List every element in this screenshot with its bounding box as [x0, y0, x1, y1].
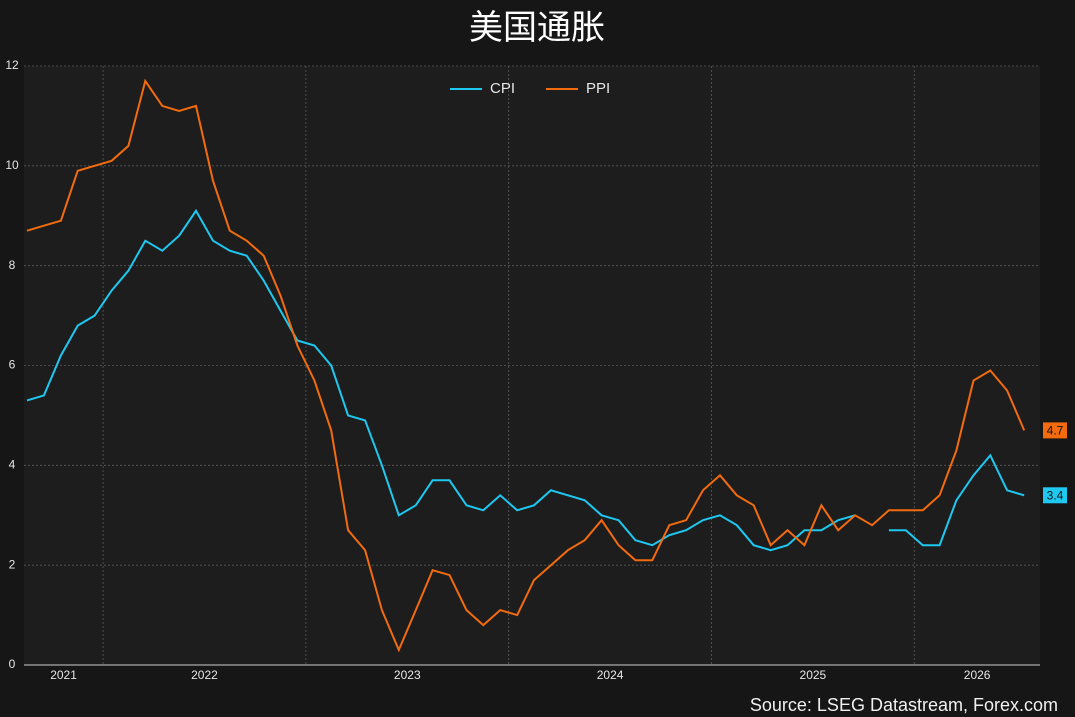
x-tick-label: 2025 [800, 668, 827, 682]
y-tick-label: 8 [9, 258, 16, 272]
x-tick-label: 2026 [964, 668, 991, 682]
end-label: 4.7 [1047, 424, 1064, 438]
chart-title: 美国通胀 [469, 9, 605, 47]
x-tick-label: 2022 [191, 668, 218, 682]
end-label-box [1043, 487, 1067, 504]
end-label-box [1043, 422, 1067, 439]
legend-label: PPI [586, 80, 610, 97]
x-tick-label: 2021 [50, 668, 77, 682]
y-tick-label: 10 [5, 158, 19, 172]
line-series [26, 208, 1025, 552]
line-series [26, 78, 1026, 653]
y-tick-label: 6 [9, 358, 16, 372]
x-tick-label: 2024 [597, 668, 624, 682]
legend-label: CPI [490, 80, 515, 97]
y-tick-label: 12 [5, 58, 19, 72]
source-note: Source: LSEG Datastream, Forex.com [750, 695, 1058, 715]
end-label: 3.4 [1047, 488, 1064, 502]
x-tick-label: 2023 [394, 668, 421, 682]
y-tick-label: 0 [9, 657, 16, 671]
y-tick-label: 2 [9, 557, 16, 571]
y-tick-label: 4 [9, 458, 16, 472]
